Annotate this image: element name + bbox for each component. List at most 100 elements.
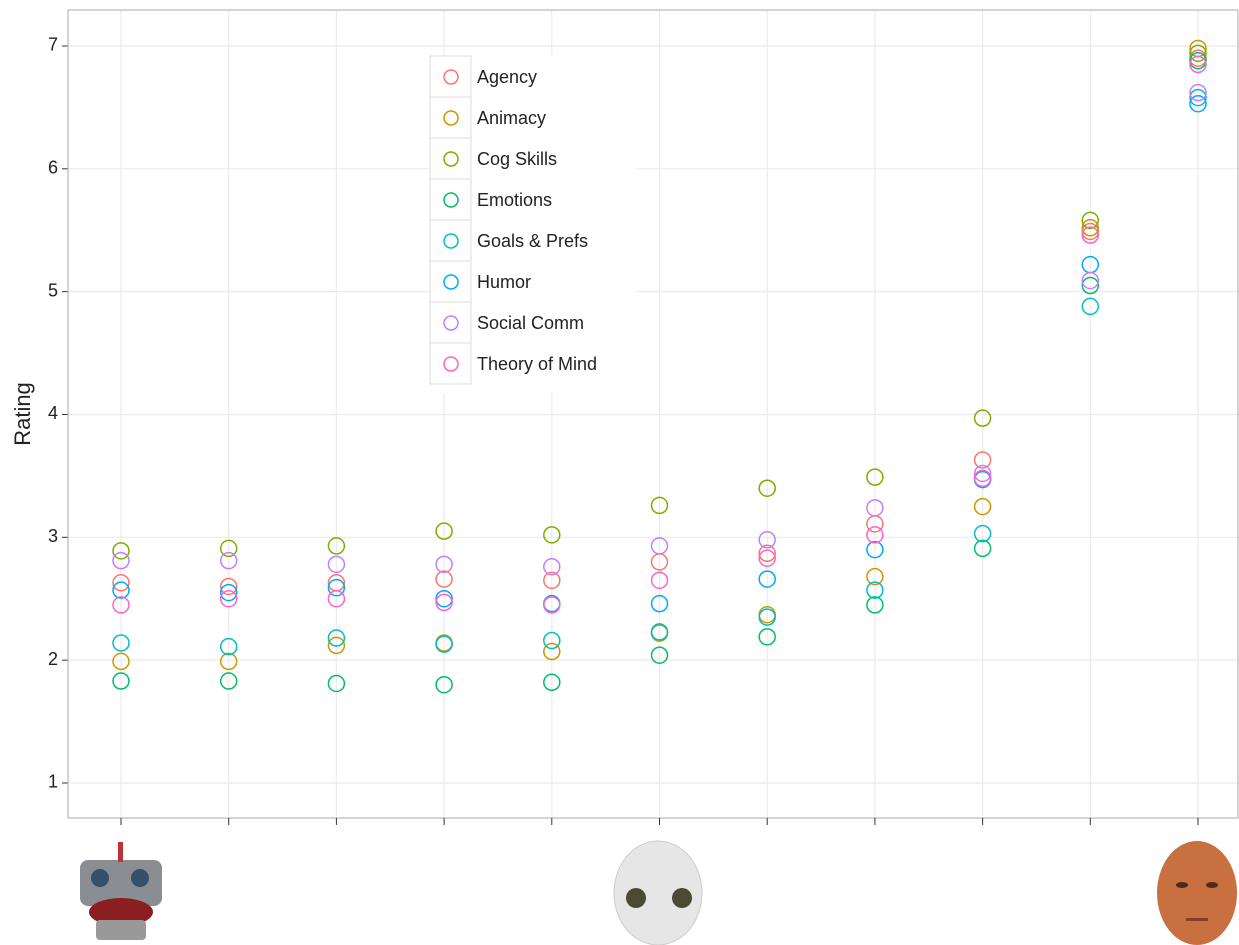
y-tick-label: 1 <box>48 772 58 792</box>
point <box>973 451 992 469</box>
y-tick-label: 7 <box>48 35 58 55</box>
point <box>758 628 776 646</box>
point <box>866 581 884 599</box>
point <box>327 555 346 574</box>
legend-key <box>429 219 472 262</box>
legend-key <box>429 260 472 303</box>
legend-label: Humor <box>477 272 531 292</box>
point <box>543 571 561 590</box>
y-tick-label: 6 <box>48 158 58 178</box>
point <box>1081 219 1100 237</box>
point <box>219 583 238 602</box>
y-tick-label: 2 <box>48 649 58 669</box>
point <box>435 555 453 574</box>
point <box>973 524 992 543</box>
legend-symbol <box>443 192 459 208</box>
y-axis-label: Rating <box>10 382 35 446</box>
point <box>327 629 346 647</box>
point <box>1081 211 1100 230</box>
point <box>1081 276 1100 295</box>
point <box>650 571 669 590</box>
point <box>758 608 776 626</box>
point <box>758 549 776 567</box>
point <box>866 567 884 586</box>
point <box>650 496 669 515</box>
legend-label: Goals & Prefs <box>477 231 588 251</box>
human-face-image <box>1157 841 1237 945</box>
point <box>758 479 776 497</box>
point <box>1189 83 1207 102</box>
point <box>219 637 238 656</box>
point <box>112 634 130 652</box>
point <box>219 589 238 608</box>
point <box>758 531 776 549</box>
point <box>435 522 453 540</box>
legend-symbol <box>443 233 459 249</box>
point <box>327 537 346 555</box>
legend-label: Animacy <box>477 108 546 128</box>
legend-label: Agency <box>477 67 537 87</box>
y-tick-label: 5 <box>48 280 58 300</box>
point <box>1189 51 1207 70</box>
legend-symbol <box>443 315 459 331</box>
point <box>219 652 238 671</box>
mask-image <box>613 840 703 945</box>
robot-image <box>80 842 162 940</box>
point <box>866 468 884 486</box>
grid <box>68 10 1239 818</box>
legend-symbol <box>443 356 459 372</box>
legend-symbol <box>443 151 459 167</box>
point <box>973 409 992 427</box>
point <box>112 551 130 570</box>
point <box>650 594 669 613</box>
point <box>1081 222 1100 241</box>
point <box>112 596 130 614</box>
point <box>543 596 561 614</box>
legend-symbol <box>443 110 459 126</box>
legend-label: Cog Skills <box>477 149 557 169</box>
point <box>112 652 130 671</box>
legend-symbol <box>443 274 459 290</box>
legend-key <box>429 178 472 221</box>
y-tick-label: 3 <box>48 526 58 546</box>
point <box>327 578 346 597</box>
point <box>650 646 669 664</box>
point <box>543 642 561 661</box>
point <box>435 635 453 653</box>
point <box>219 551 238 570</box>
legend-key <box>429 342 472 385</box>
point <box>327 674 346 693</box>
legend-symbol <box>443 69 459 85</box>
point <box>866 540 884 559</box>
point <box>543 526 561 544</box>
point <box>758 570 776 588</box>
point <box>112 672 130 690</box>
point <box>543 631 561 650</box>
point <box>1081 226 1100 244</box>
point <box>1081 297 1100 316</box>
point <box>1189 44 1207 63</box>
point <box>866 596 884 614</box>
point <box>866 526 884 544</box>
point <box>973 539 992 558</box>
legend-label: Social Comm <box>477 313 584 333</box>
point <box>543 558 561 576</box>
point <box>435 675 453 694</box>
point <box>1189 88 1207 107</box>
point <box>973 469 992 488</box>
point <box>219 577 238 596</box>
legend-key <box>429 55 472 98</box>
point <box>327 589 346 608</box>
point <box>1081 271 1100 290</box>
point <box>435 570 453 588</box>
point <box>543 673 561 692</box>
point <box>435 589 453 608</box>
point <box>758 544 776 563</box>
point <box>219 672 238 690</box>
legend-key <box>429 137 472 180</box>
point <box>327 636 346 655</box>
point <box>112 581 130 599</box>
point <box>1189 55 1207 74</box>
legend-label: Theory of Mind <box>477 354 597 374</box>
